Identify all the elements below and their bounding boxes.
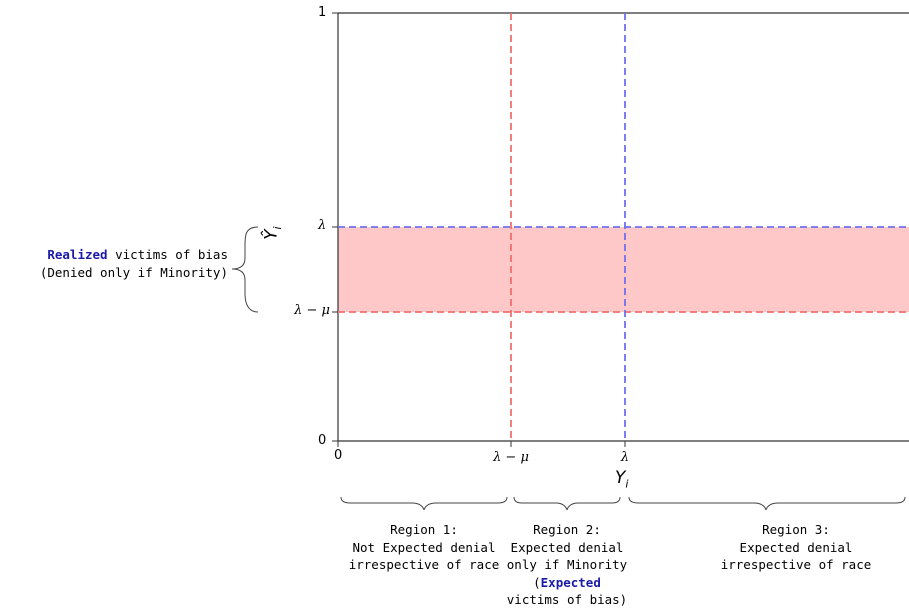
region-2-note: Region 2: Expected denial only if Minori… bbox=[497, 521, 637, 609]
y-tick-label-1: 1 bbox=[318, 5, 327, 20]
brace-region-1 bbox=[340, 496, 508, 511]
x-axis-label-main: Y bbox=[615, 468, 626, 488]
region-2-open-paren: ( bbox=[533, 574, 541, 590]
shaded-band bbox=[338, 227, 909, 312]
y-axis-label: Ŷi bbox=[262, 226, 284, 239]
y-tick-label-lambda: λ bbox=[318, 218, 327, 233]
region-2-title: Region 2: bbox=[533, 522, 601, 537]
realized-line-1: Realized victims of bias bbox=[6, 246, 228, 264]
y-tick-label-lambda-minus-mu: λ − μ bbox=[294, 303, 330, 318]
region-2-line-5: victims of bias) bbox=[506, 592, 628, 607]
y-axis-label-main: Ŷ bbox=[261, 229, 282, 240]
left-brace bbox=[231, 226, 259, 313]
region-1-note: Region 1: Not Expected denial irrespecti… bbox=[324, 521, 524, 574]
y-tick-label-0: 0 bbox=[318, 433, 327, 448]
region-2-line-2: Expected denial bbox=[510, 539, 624, 555]
x-tick-label-lambda-minus-mu: λ − μ bbox=[493, 450, 529, 465]
region-3-line-3: irrespective of race bbox=[720, 557, 872, 572]
realized-highlight: Realized bbox=[47, 247, 108, 262]
x-tick-label-lambda: λ bbox=[620, 450, 630, 465]
region-3-note: Region 3: Expected denial irrespective o… bbox=[696, 521, 896, 574]
region-1-title: Region 1: bbox=[390, 522, 458, 537]
realized-line-1-rest: victims of bias bbox=[107, 247, 228, 262]
region-2-line-4: (Expected bbox=[497, 574, 637, 592]
region-2-line-3: only if Minority bbox=[506, 557, 628, 572]
region-1-line-3: irrespective of race bbox=[348, 557, 500, 572]
region-3-title: Region 3: bbox=[762, 522, 830, 537]
x-axis-label-sub: i bbox=[625, 477, 629, 491]
x-axis-label: Yi bbox=[615, 468, 628, 490]
realized-line-2: (Denied only if Minority) bbox=[39, 264, 228, 280]
region-1-line-2: Not Expected denial bbox=[352, 539, 496, 555]
x-tick-label-0: 0 bbox=[334, 448, 343, 463]
region-3-line-2: Expected denial bbox=[739, 539, 853, 555]
y-axis-label-sub: i bbox=[270, 226, 284, 230]
expected-highlight: Expected bbox=[540, 574, 601, 590]
brace-region-2 bbox=[513, 496, 621, 511]
realized-victims-annotation: Realized victims of bias (Denied only if… bbox=[6, 246, 228, 281]
brace-region-3 bbox=[628, 496, 906, 511]
